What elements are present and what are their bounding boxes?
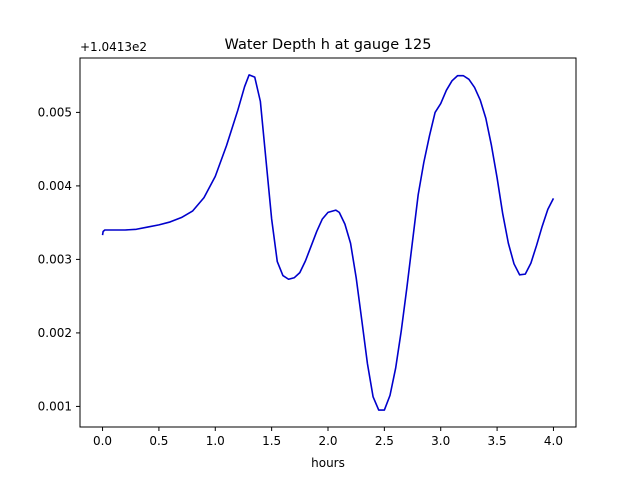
x-axis-label: hours	[311, 456, 345, 470]
x-tick-label: 4.0	[544, 434, 563, 448]
x-tick-label: 2.0	[318, 434, 337, 448]
x-tick-label: 0.0	[93, 434, 112, 448]
x-tick-label: 3.0	[431, 434, 450, 448]
x-tick-label: 1.5	[262, 434, 281, 448]
plot-area	[101, 74, 555, 411]
x-axis: 0.0 0.5 1.0 1.5 2.0 2.5 3.0 3.5 4.0	[93, 427, 563, 448]
y-axis-offset-label: +1.0413e2	[80, 40, 147, 54]
y-tick-label: 0.001	[38, 399, 72, 413]
y-tick-label: 0.005	[38, 105, 72, 119]
y-tick-label: 0.004	[38, 179, 72, 193]
x-tick-label: 0.5	[149, 434, 168, 448]
chart-title: Water Depth h at gauge 125	[225, 37, 432, 53]
x-tick-label: 2.5	[375, 434, 394, 448]
y-tick-label: 0.003	[38, 252, 72, 266]
x-tick-label: 3.5	[488, 434, 507, 448]
y-axis: 0.001 0.002 0.003 0.004 0.005	[38, 105, 80, 413]
y-tick-label: 0.002	[38, 326, 72, 340]
series-line	[101, 74, 555, 411]
x-tick-label: 1.0	[206, 434, 225, 448]
